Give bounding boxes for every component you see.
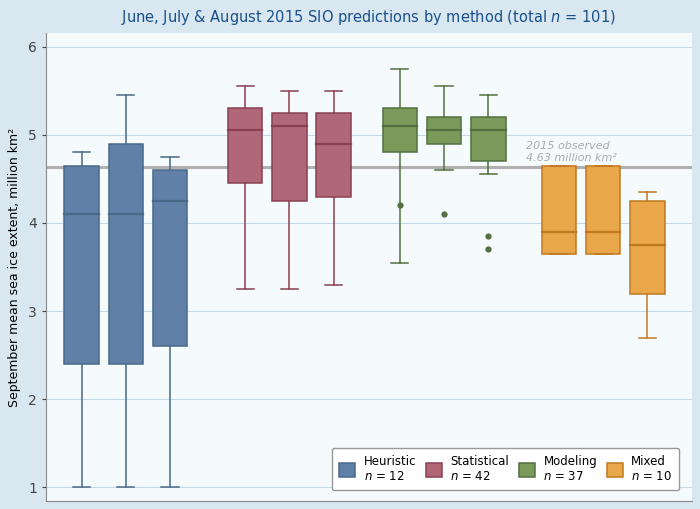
Bar [272,113,307,201]
Bar [471,117,505,161]
Bar [108,144,143,364]
Text: 2015 observed
4.63 million km²: 2015 observed 4.63 million km² [526,142,617,163]
Bar [228,108,262,183]
Bar [630,201,665,294]
Legend: Heuristic
$n$ = 12, Statistical
$n$ = 42, Modeling
$n$ = 37, Mixed
$n$ = 10: Heuristic $n$ = 12, Statistical $n$ = 42… [332,448,679,490]
Bar [427,117,461,144]
Title: June, July & August 2015 SIO predictions by method (total $n$ = 101): June, July & August 2015 SIO predictions… [122,8,617,27]
Bar [542,165,576,254]
Y-axis label: September mean sea ice extent, million km²: September mean sea ice extent, million k… [8,127,21,407]
Bar [153,170,187,347]
Bar [383,108,417,153]
Bar [586,165,620,254]
Bar [64,165,99,364]
Bar [316,113,351,196]
